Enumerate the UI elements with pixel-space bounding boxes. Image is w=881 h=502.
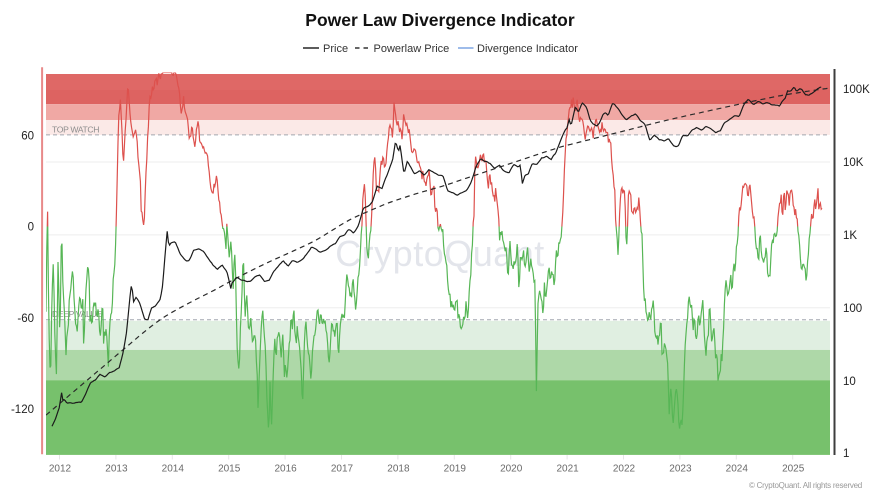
svg-text:2021: 2021 xyxy=(556,463,579,474)
svg-text:2018: 2018 xyxy=(387,463,410,474)
svg-text:100K: 100K xyxy=(843,84,870,96)
svg-text:2019: 2019 xyxy=(444,463,467,474)
svg-text:-120: -120 xyxy=(11,404,34,416)
svg-text:Price: Price xyxy=(323,43,348,55)
svg-text:1: 1 xyxy=(843,448,849,460)
svg-text:2025: 2025 xyxy=(782,463,805,474)
svg-text:100: 100 xyxy=(843,303,862,315)
svg-text:0: 0 xyxy=(28,222,34,234)
svg-text:2012: 2012 xyxy=(49,463,72,474)
svg-text:2017: 2017 xyxy=(331,463,354,474)
svg-text:2020: 2020 xyxy=(500,463,523,474)
svg-text:-60: -60 xyxy=(17,313,34,325)
svg-text:2016: 2016 xyxy=(274,463,297,474)
svg-text:2014: 2014 xyxy=(162,463,185,474)
svg-text:TOP WATCH: TOP WATCH xyxy=(52,124,99,134)
svg-text:1K: 1K xyxy=(843,230,857,242)
svg-text:2023: 2023 xyxy=(669,463,692,474)
svg-text:Powerlaw Price: Powerlaw Price xyxy=(374,43,450,55)
svg-text:DEEP VALUE: DEEP VALUE xyxy=(52,309,102,319)
svg-text:© CryptoQuant. All rights rese: © CryptoQuant. All rights reserved xyxy=(749,481,862,490)
svg-text:2022: 2022 xyxy=(613,463,636,474)
svg-text:2015: 2015 xyxy=(218,463,241,474)
svg-text:10: 10 xyxy=(843,376,856,388)
svg-text:2024: 2024 xyxy=(726,463,749,474)
svg-text:Power Law Divergence Indicator: Power Law Divergence Indicator xyxy=(305,10,575,30)
svg-text:60: 60 xyxy=(21,130,34,142)
svg-text:10K: 10K xyxy=(843,157,864,169)
svg-text:Divergence Indicator: Divergence Indicator xyxy=(477,43,578,55)
svg-text:2013: 2013 xyxy=(105,463,128,474)
